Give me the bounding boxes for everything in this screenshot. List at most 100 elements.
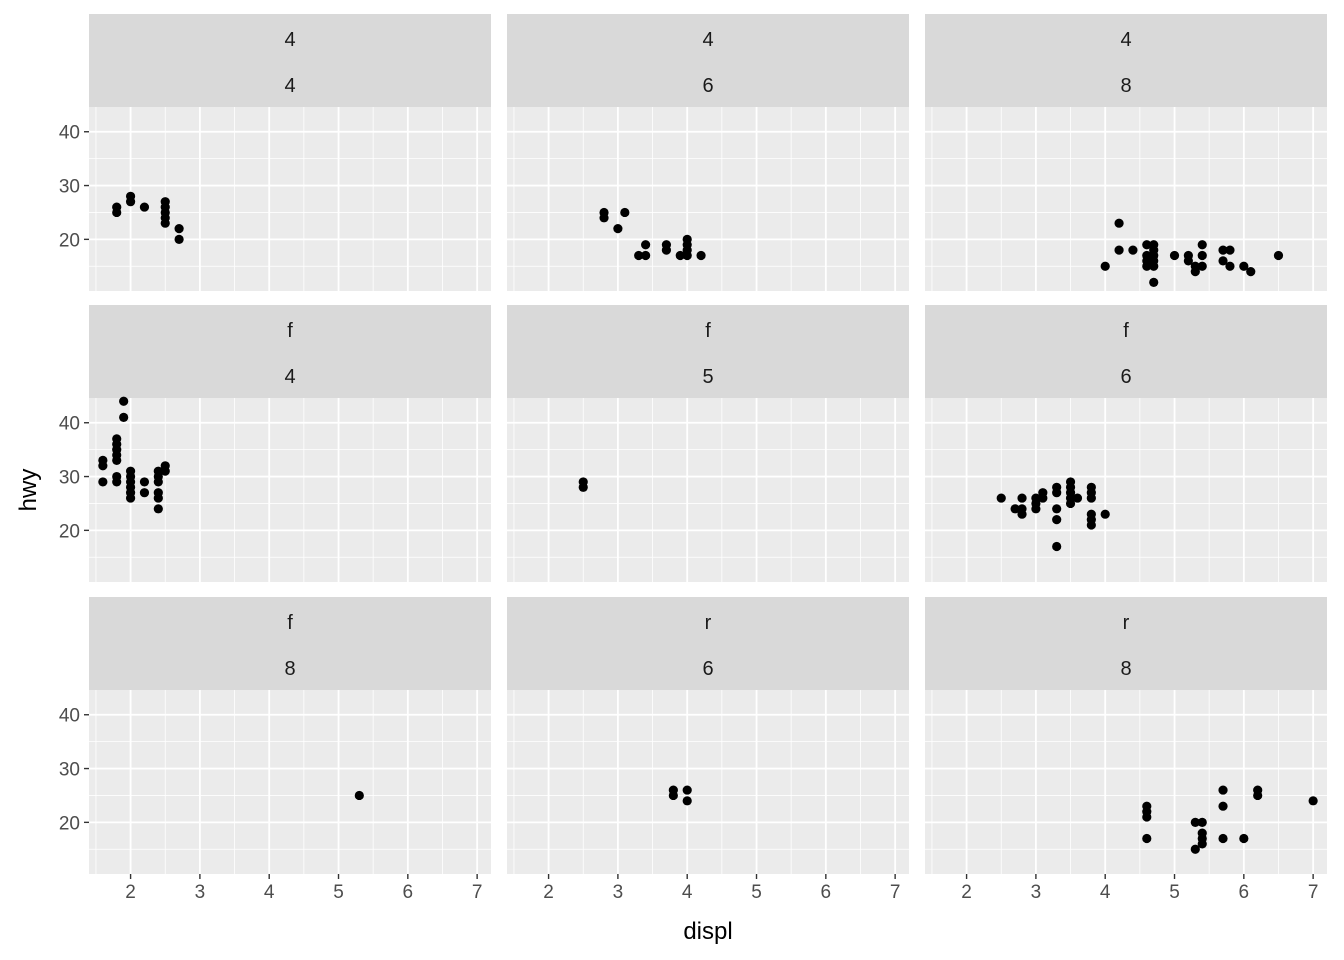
data-point xyxy=(112,455,122,466)
data-point xyxy=(620,207,630,218)
data-point xyxy=(125,493,136,503)
data-point xyxy=(1225,245,1235,255)
data-point xyxy=(682,796,692,806)
facet-strip-label: r xyxy=(705,612,712,634)
data-point xyxy=(1100,509,1110,519)
data-point xyxy=(1072,493,1083,503)
facet-strip xyxy=(925,14,1327,107)
facet-strip-label: 4 xyxy=(1120,29,1131,51)
facet-panel: 46 xyxy=(507,14,909,291)
data-point xyxy=(98,477,108,487)
facet-strip-label: f xyxy=(287,612,293,634)
data-point xyxy=(1086,520,1096,530)
facet-panel: f 4 20 30 40 xyxy=(59,305,491,582)
data-point xyxy=(1142,812,1152,822)
data-point xyxy=(1052,504,1062,514)
facet-strip xyxy=(925,597,1327,690)
x-tick-label: 4 xyxy=(264,882,275,903)
data-point xyxy=(160,466,170,476)
data-point xyxy=(675,250,685,261)
facet-strip-label: 6 xyxy=(702,75,713,97)
facet-strip-label: r xyxy=(1123,612,1130,634)
data-point xyxy=(119,396,129,406)
x-tick-label: 5 xyxy=(333,882,344,903)
data-point xyxy=(1100,261,1110,271)
facet-strip-label: 4 xyxy=(284,29,295,51)
data-point xyxy=(1190,267,1200,277)
data-point xyxy=(682,250,692,261)
data-point xyxy=(641,250,651,261)
facet-strip-label: 8 xyxy=(1120,75,1131,97)
data-point xyxy=(1114,245,1124,255)
facet-strip xyxy=(89,305,491,398)
data-point xyxy=(139,477,150,487)
data-point xyxy=(1308,796,1318,806)
data-point xyxy=(1052,541,1062,552)
data-point xyxy=(98,461,108,471)
panel-background xyxy=(925,107,1327,291)
x-tick-label: 6 xyxy=(403,882,414,903)
data-point xyxy=(1142,833,1152,844)
data-point xyxy=(153,493,163,503)
data-point xyxy=(1017,509,1027,519)
data-point xyxy=(661,245,672,255)
x-tick-label: 6 xyxy=(821,882,832,903)
data-point xyxy=(1218,833,1228,844)
data-point xyxy=(1017,493,1027,503)
data-point xyxy=(1038,493,1048,503)
data-point xyxy=(1190,817,1200,827)
data-point xyxy=(578,482,588,492)
y-tick-label: 40 xyxy=(59,706,80,727)
facet-panel: f5 xyxy=(507,305,909,582)
x-tick-label: 2 xyxy=(543,882,554,903)
facet-panel: f 8 20 30 40 2 3 4 5 6 7 xyxy=(59,597,491,903)
data-point xyxy=(139,202,150,212)
data-point xyxy=(125,197,136,207)
data-point xyxy=(1239,833,1249,844)
data-point xyxy=(696,250,706,261)
facet-panel: 4 4 20 30 40 xyxy=(59,14,491,291)
y-tick-label: 40 xyxy=(59,414,80,435)
y-tick-label: 40 xyxy=(59,123,80,144)
data-point xyxy=(996,493,1006,503)
data-point xyxy=(153,477,163,487)
data-point xyxy=(119,412,129,422)
data-point xyxy=(1197,250,1207,261)
y-tick-label: 30 xyxy=(59,468,80,489)
data-point xyxy=(1218,801,1228,811)
data-point xyxy=(153,504,163,514)
facet-strip-label: f xyxy=(287,320,293,342)
x-tick-label: 2 xyxy=(961,882,972,903)
data-point xyxy=(160,218,170,228)
data-point xyxy=(1246,267,1256,277)
facet-strip xyxy=(507,597,909,690)
x-tick-label: 6 xyxy=(1239,882,1250,903)
data-point xyxy=(641,240,651,250)
data-point xyxy=(1010,504,1020,514)
facet-strip xyxy=(507,305,909,398)
data-point xyxy=(1239,261,1249,271)
data-point xyxy=(1065,498,1076,509)
facet-strip-label: f xyxy=(705,320,711,342)
data-point xyxy=(599,213,609,223)
facet-panel: 48 xyxy=(925,14,1327,291)
data-point xyxy=(613,223,623,234)
facet-strip xyxy=(89,14,491,107)
x-tick-label: 7 xyxy=(1308,882,1319,903)
x-tick-label: 7 xyxy=(890,882,901,903)
panel-background xyxy=(925,690,1327,874)
data-point xyxy=(1052,514,1062,525)
y-axis-title: hwy xyxy=(15,469,42,512)
data-point xyxy=(1169,250,1180,261)
data-point xyxy=(1149,277,1159,287)
data-point xyxy=(1142,240,1152,250)
panel-background xyxy=(89,107,491,291)
data-point xyxy=(174,234,184,244)
data-point xyxy=(1052,488,1062,498)
data-point xyxy=(634,250,644,261)
data-point xyxy=(1197,817,1207,827)
x-tick-label: 5 xyxy=(751,882,762,903)
x-tick-label: 4 xyxy=(1100,882,1111,903)
